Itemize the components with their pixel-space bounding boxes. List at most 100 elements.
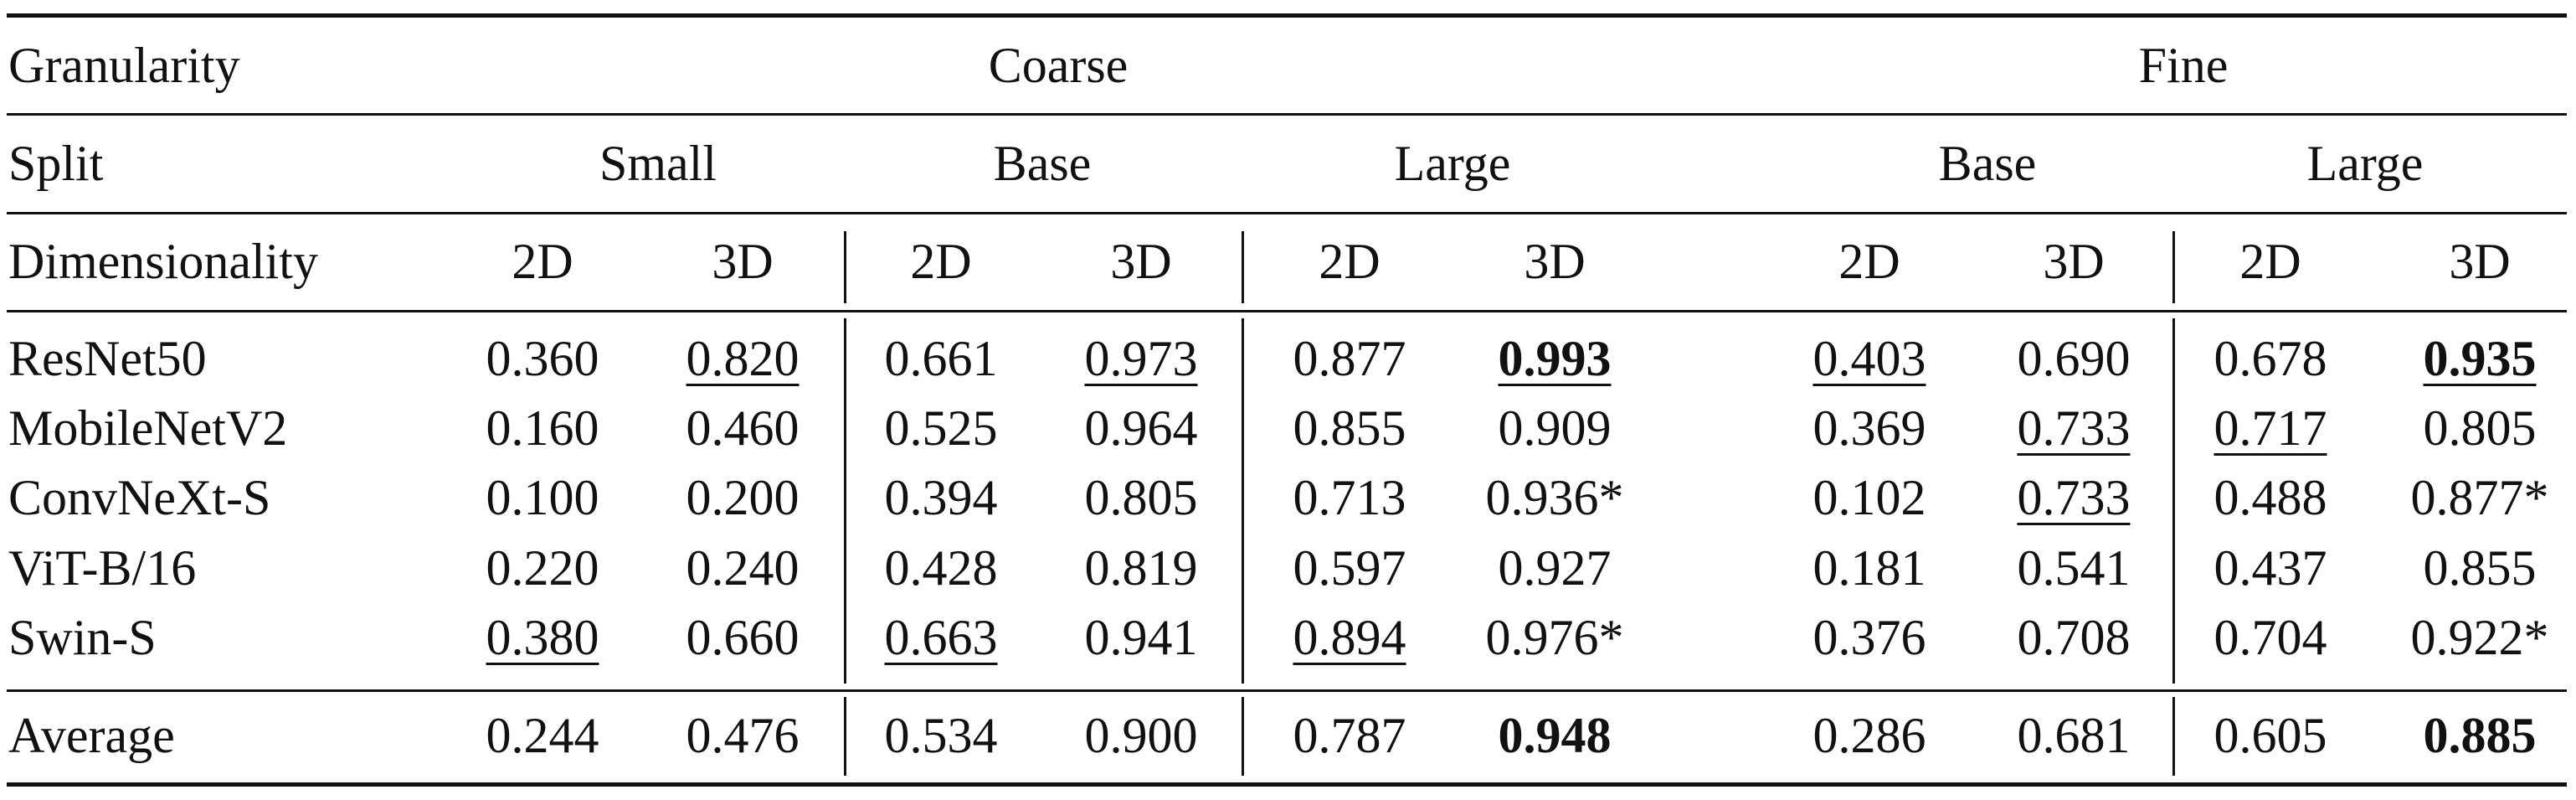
dimensionality-label: Dimensionality [8, 234, 318, 289]
table-cell: 0.102 [1812, 470, 1926, 525]
column-separator [1242, 231, 1244, 303]
bottom-rule [7, 782, 2567, 787]
dimensionality-col-7: 3D [2043, 234, 2105, 289]
table-cell: 0.855 [1293, 400, 1406, 456]
table-cell: 0.181 [1812, 540, 1926, 596]
average-cell: 0.534 [884, 708, 998, 763]
table-cell: 0.437 [2214, 540, 2327, 596]
split-coarse-small: Small [599, 136, 717, 191]
column-separator [1242, 318, 1244, 684]
model-name: ViT-B/16 [8, 540, 197, 596]
column-separator [2172, 697, 2175, 776]
table-cell: 0.973 [1084, 331, 1198, 386]
column-separator [844, 697, 846, 776]
table-cell: 0.220 [486, 540, 599, 596]
model-name: ResNet50 [8, 331, 207, 386]
table-cell: 0.877 [1293, 331, 1406, 386]
table-cell: 0.428 [884, 540, 998, 596]
split-fine-base: Base [1938, 136, 2037, 191]
table-cell: 0.541 [2017, 540, 2131, 596]
table-cell: 0.704 [2214, 610, 2327, 665]
dimensionality-col-6: 2D [1838, 234, 1900, 289]
table-cell: 0.678 [2214, 331, 2327, 386]
average-cell: 0.948 [1498, 708, 1612, 763]
dimensionality-col-8: 2D [2239, 234, 2301, 289]
table-cell: 0.819 [1084, 540, 1198, 596]
table-cell: 0.690 [2017, 331, 2131, 386]
table-cell: 0.733 [2017, 470, 2131, 525]
table-cell: 0.894 [1293, 610, 1406, 665]
average-cell: 0.244 [486, 708, 599, 763]
model-name: Swin-S [8, 610, 157, 665]
column-separator [2172, 231, 2175, 303]
table-cell: 0.708 [2017, 610, 2131, 665]
split-coarse-large: Large [1394, 136, 1511, 191]
table-cell: 0.100 [486, 470, 599, 525]
average-cell: 0.787 [1293, 708, 1406, 763]
split-rule [7, 212, 2567, 214]
table-cell: 0.713 [1293, 470, 1406, 525]
dimensionality-col-9: 3D [2449, 234, 2511, 289]
dimensionality-col-3: 3D [1110, 234, 1172, 289]
table-cell: 0.909 [1498, 400, 1612, 456]
table-cell: 0.877* [2410, 470, 2549, 525]
average-cell: 0.605 [2214, 708, 2327, 763]
granularity-rule [7, 113, 2567, 116]
average-cell: 0.476 [686, 708, 800, 763]
column-separator [844, 318, 846, 684]
table-cell: 0.936* [1485, 470, 1624, 525]
average-cell: 0.885 [2423, 708, 2537, 763]
column-separator [1242, 697, 1244, 776]
model-name: ConvNeXt-S [8, 470, 271, 525]
table-cell: 0.976* [1485, 610, 1624, 665]
granularity-fine: Fine [2138, 38, 2229, 93]
dimensionality-col-5: 3D [1524, 234, 1586, 289]
table-cell: 0.922* [2410, 610, 2549, 665]
split-coarse-base: Base [993, 136, 1092, 191]
table-cell: 0.717 [2214, 400, 2327, 456]
model-name: MobileNetV2 [8, 400, 288, 456]
table-cell: 0.855 [2423, 540, 2537, 596]
table-cell: 0.935 [2423, 331, 2537, 386]
table-cell: 0.663 [884, 610, 998, 665]
table-cell: 0.927 [1498, 540, 1612, 596]
table-cell: 0.597 [1293, 540, 1406, 596]
average-rule [7, 689, 2567, 692]
table-cell: 0.820 [686, 331, 800, 386]
table-cell: 0.240 [686, 540, 800, 596]
table-cell: 0.403 [1812, 331, 1926, 386]
dimensionality-col-4: 2D [1319, 234, 1381, 289]
table-cell: 0.661 [884, 331, 998, 386]
table-cell: 0.460 [686, 400, 800, 456]
table-cell: 0.805 [1084, 470, 1198, 525]
average-label: Average [8, 708, 175, 763]
table-cell: 0.941 [1084, 610, 1198, 665]
table-cell: 0.380 [486, 610, 599, 665]
granularity-label: Granularity [8, 38, 240, 93]
header-rule [7, 310, 2567, 312]
table-cell: 0.488 [2214, 470, 2327, 525]
average-cell: 0.681 [2017, 708, 2131, 763]
table-cell: 0.160 [486, 400, 599, 456]
average-cell: 0.286 [1812, 708, 1926, 763]
split-label: Split [8, 136, 104, 191]
table-cell: 0.525 [884, 400, 998, 456]
dimensionality-col-1: 3D [712, 234, 774, 289]
table-cell: 0.964 [1084, 400, 1198, 456]
table-cell: 0.993 [1498, 331, 1612, 386]
average-cell: 0.900 [1084, 708, 1198, 763]
dimensionality-col-2: 2D [910, 234, 972, 289]
table-cell: 0.369 [1812, 400, 1926, 456]
table-cell: 0.200 [686, 470, 800, 525]
column-separator [844, 231, 846, 303]
table-cell: 0.394 [884, 470, 998, 525]
column-separator [2172, 318, 2175, 684]
table-cell: 0.733 [2017, 400, 2131, 456]
table-cell: 0.376 [1812, 610, 1926, 665]
granularity-coarse: Coarse [988, 38, 1129, 93]
table-cell: 0.360 [486, 331, 599, 386]
split-fine-large: Large [2306, 136, 2424, 191]
table-cell: 0.805 [2423, 400, 2537, 456]
top-rule [7, 13, 2567, 18]
table-cell: 0.660 [686, 610, 800, 665]
